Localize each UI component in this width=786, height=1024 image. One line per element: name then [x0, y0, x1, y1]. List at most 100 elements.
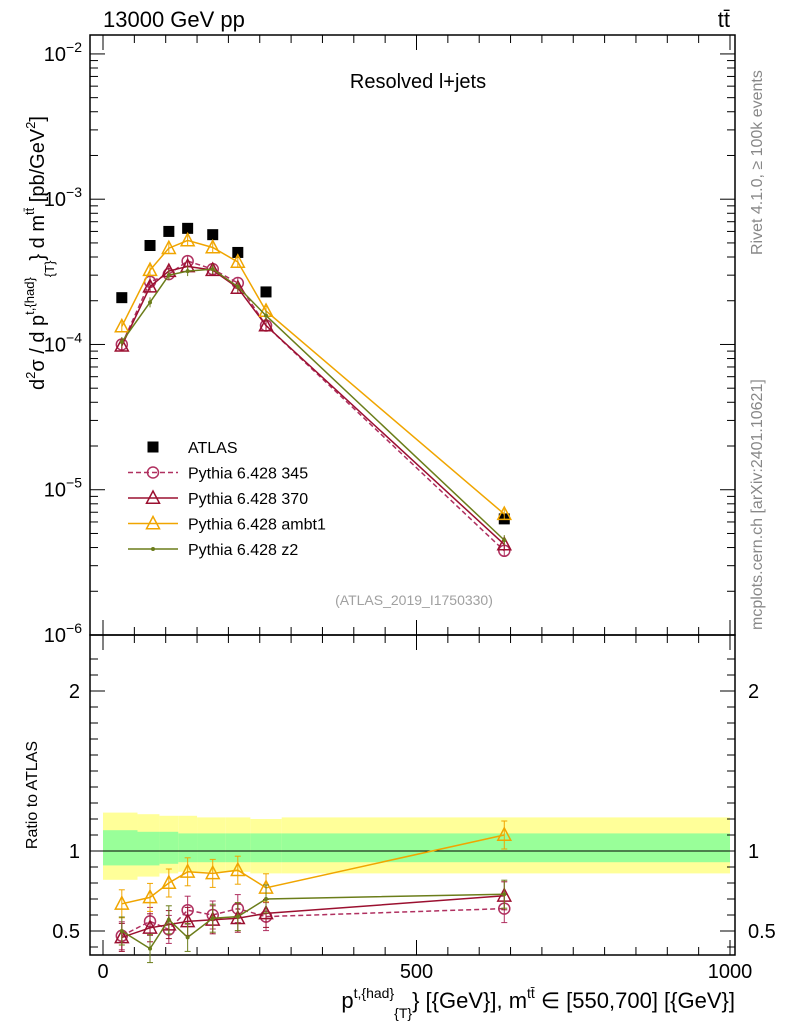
ratio-data-point [142, 888, 158, 904]
ratio-y-tick-label: 1 [69, 841, 80, 863]
main-y-tick-label: 10−6 [44, 620, 82, 647]
ratio-data-point [496, 826, 513, 842]
ratio-band-green [250, 833, 282, 863]
ratio-y-tick-label-right: 0.5 [748, 921, 776, 943]
ratio-data-point [264, 897, 269, 901]
x-axis-label: pt,{had}{T}} [{GeV}], mtt̄ ∈ [550,700] [… [341, 985, 735, 1021]
main-axis-ticks: 10−2 10−3 10−4 10−5 10−6 [44, 35, 735, 647]
main-data-point [166, 273, 171, 278]
main-series-layer [114, 222, 513, 558]
ratio-data-point [185, 935, 190, 940]
main-data-point [116, 292, 128, 304]
legend-item-1: Pythia 6.428 345 [128, 466, 308, 483]
main-data-point [232, 246, 244, 258]
ratio-band-green [197, 833, 226, 863]
main-data-point [502, 538, 507, 543]
ratio-data-point [179, 863, 196, 878]
legend-item-4: Pythia 6.428 z2 [128, 542, 298, 559]
x-tick-label: 0 [97, 961, 108, 983]
legend-label: Pythia 6.428 ambt1 [188, 517, 326, 534]
ratio-data-point [230, 861, 246, 877]
ratio-panel-frame [89, 634, 736, 956]
main-data-point [161, 239, 177, 255]
main-series-0 [116, 222, 510, 525]
ratio-data-point [258, 904, 274, 920]
legend-item-3: Pythia 6.428 ambt1 [128, 514, 326, 534]
main-series-3 [114, 231, 513, 521]
main-y-tick-label: 10−3 [44, 184, 82, 211]
ratio-y-tick-label: 0.5 [52, 921, 80, 943]
ratio-series-line [121, 895, 505, 939]
legend-label: ATLAS [188, 440, 238, 457]
process-label: tt̄ [718, 7, 730, 32]
main-data-point [260, 286, 272, 298]
main-data-point [148, 300, 153, 305]
main-data-point [114, 337, 130, 352]
legend-label: Pythia 6.428 370 [188, 491, 308, 508]
main-data-point [264, 313, 269, 318]
main-data-point [230, 279, 246, 294]
main-data-point [144, 240, 156, 252]
main-data-point [496, 535, 513, 551]
ratio-series-3 [118, 879, 508, 964]
legend-label: Pythia 6.428 345 [188, 466, 308, 483]
legend-marker [145, 514, 161, 530]
main-series-line [121, 239, 505, 515]
mcplots-label: mcplots.cern.ch [arXiv:2401.10621] [749, 379, 766, 630]
ratio-band-green [137, 831, 160, 866]
ratio-y-axis-label: Ratio to ATLAS [24, 741, 41, 849]
main-data-point [258, 316, 274, 332]
ratio-series-0 [115, 894, 511, 951]
legend-marker [151, 547, 155, 551]
main-y-tick-label: 10−5 [44, 475, 82, 502]
ratio-data-point [166, 917, 171, 922]
main-data-point [235, 284, 240, 289]
ratio-axis-ticks: 0.5 0.5 1 1 2 2 0 500 1000 [52, 635, 776, 983]
main-series-2 [114, 257, 513, 551]
main-data-point [207, 229, 219, 241]
main-y-tick-label: 10−2 [44, 39, 82, 66]
main-data-point [204, 238, 221, 254]
main-y-tick-label: 10−4 [44, 329, 82, 356]
main-series-4 [119, 264, 507, 546]
main-panel-frame [89, 34, 736, 636]
ratio-band-green [281, 833, 730, 863]
legend-label: Pythia 6.428 z2 [188, 542, 298, 559]
ratio-band-green [178, 833, 198, 863]
rivet-version-label: Rivet 4.1.0, ≥ 100k events [749, 70, 766, 255]
ratio-data-point [502, 892, 507, 897]
main-data-point [114, 317, 130, 333]
main-series-line [121, 268, 505, 541]
main-data-point [179, 231, 196, 247]
ratio-y-tick-label: 2 [69, 681, 80, 703]
ratio-series-line [121, 893, 505, 950]
ratio-data-point [161, 874, 177, 890]
legend: ATLAS Pythia 6.428 345 Pythia 6.428 370 Pyt… [128, 440, 326, 559]
ratio-data-point [204, 864, 221, 880]
ratio-band-green [103, 830, 138, 866]
main-data-point [230, 253, 246, 268]
legend-item-0: ATLAS [147, 440, 238, 457]
legend-marker [147, 441, 159, 453]
ratio-series-1 [114, 881, 513, 952]
ratio-data-point [235, 914, 240, 919]
main-data-point [142, 261, 158, 277]
main-data-point [163, 225, 175, 237]
legend-marker [146, 466, 160, 479]
ratio-series-2 [114, 820, 513, 919]
main-title: Resolved l+jets [350, 71, 486, 93]
ratio-data-point [114, 895, 130, 910]
main-y-axis-label: d2σ / d pt,{had}{T}} d mtt̄ [pb/GeV2] [22, 116, 57, 390]
ratio-data-point [210, 916, 215, 921]
ratio-data-point [148, 946, 153, 951]
main-series-line [121, 265, 505, 546]
ratio-y-tick-label-right: 2 [748, 681, 759, 703]
main-data-point [119, 339, 124, 344]
legend-marker [145, 489, 161, 505]
main-data-point [496, 505, 513, 521]
collision-label: 13000 GeV pp [103, 7, 245, 32]
ratio-y-tick-label-right: 1 [748, 841, 759, 863]
ratio-band-green [159, 831, 179, 864]
ratio-data-point [142, 919, 158, 934]
